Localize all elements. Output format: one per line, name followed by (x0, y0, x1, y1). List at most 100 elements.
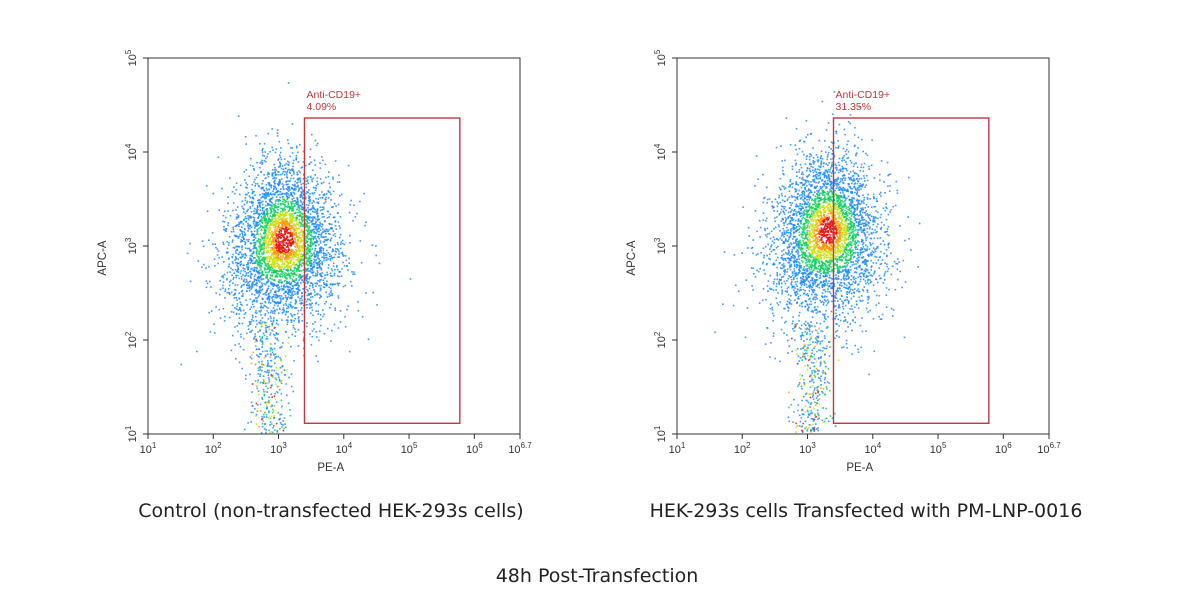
event-dot (259, 373, 262, 376)
event-dot (268, 188, 270, 190)
event-dot (849, 249, 851, 251)
event-dot (276, 319, 278, 322)
event-dot (259, 193, 261, 196)
event-dot (330, 274, 332, 277)
event-dot (275, 272, 278, 274)
event-dot (259, 209, 262, 211)
event-dot (857, 244, 859, 247)
event-dot (231, 256, 234, 259)
event-dot (287, 292, 289, 294)
event-dot (346, 308, 348, 311)
event-dot (332, 262, 335, 265)
event-dot (228, 284, 231, 287)
event-dot (299, 302, 301, 305)
event-dot (293, 266, 296, 269)
event-dot (378, 262, 381, 265)
event-dot (371, 244, 374, 246)
event-dot (831, 218, 833, 221)
event-dot (224, 210, 226, 213)
event-dot (257, 250, 259, 252)
event-dot (295, 259, 297, 261)
event-dot (322, 240, 325, 243)
event-dot (308, 238, 310, 241)
event-dot (772, 289, 775, 291)
event-dot (289, 172, 292, 175)
event-dot (230, 311, 233, 313)
event-dot (257, 208, 259, 211)
event-dot (272, 330, 274, 332)
event-dot (245, 278, 248, 281)
event-dot (296, 246, 299, 249)
event-dot (276, 431, 279, 433)
event-dot (304, 267, 306, 270)
event-dot (280, 247, 282, 250)
event-dot (308, 195, 310, 197)
event-dot (858, 106, 861, 108)
event-dot (330, 303, 332, 306)
event-dot (270, 347, 273, 350)
event-dot (306, 247, 308, 250)
event-dot (278, 247, 280, 250)
event-dot (252, 223, 255, 225)
event-dot (292, 305, 294, 308)
event-dot (299, 199, 302, 202)
event-dot (320, 278, 322, 281)
event-dot (331, 283, 334, 285)
event-dot (259, 306, 262, 309)
event-dot (242, 274, 244, 276)
event-dot (253, 181, 255, 183)
event-dot (257, 379, 260, 382)
event-dot (319, 279, 321, 281)
event-dot (810, 412, 812, 415)
event-dot (275, 377, 277, 379)
event-dot (722, 303, 724, 305)
event-dot (235, 182, 238, 184)
event-dot (768, 253, 771, 256)
event-dot (787, 217, 789, 219)
event-dot (264, 371, 266, 373)
event-dot (260, 171, 263, 173)
event-dot (244, 199, 247, 202)
event-dot (283, 241, 285, 244)
event-dot (277, 220, 279, 222)
event-dot (308, 303, 311, 305)
event-dot (333, 256, 336, 259)
event-dot (282, 222, 285, 225)
event-dot (285, 300, 288, 302)
event-dot (274, 353, 277, 356)
event-dot (790, 263, 793, 266)
event-dot (349, 242, 351, 244)
event-dot (227, 251, 229, 254)
event-dot (274, 186, 276, 188)
event-dot (275, 332, 278, 335)
event-dot (298, 177, 301, 180)
event-dot (266, 224, 268, 226)
event-dot (828, 270, 831, 273)
event-dot (237, 115, 240, 117)
event-dot (280, 193, 283, 196)
event-dot (331, 257, 334, 259)
event-dot (265, 204, 267, 207)
event-dot (803, 226, 805, 228)
event-dot (279, 227, 282, 229)
event-dot (886, 255, 888, 258)
event-dot (302, 240, 304, 242)
event-dot (320, 232, 323, 234)
event-dot (298, 207, 301, 210)
event-dot (255, 290, 257, 293)
event-dot (287, 180, 289, 182)
event-dot (289, 305, 292, 307)
event-dot (233, 276, 235, 279)
event-dot (808, 267, 810, 270)
event-dot (341, 251, 344, 254)
event-dot (278, 216, 281, 219)
event-dot (323, 216, 325, 218)
event-dot (274, 206, 276, 208)
event-dot (254, 326, 257, 328)
event-dot (286, 217, 289, 220)
event-dot (289, 231, 292, 234)
event-dot (820, 357, 822, 359)
event-dot (259, 213, 261, 215)
event-dot (310, 292, 312, 295)
event-dot (820, 387, 822, 389)
